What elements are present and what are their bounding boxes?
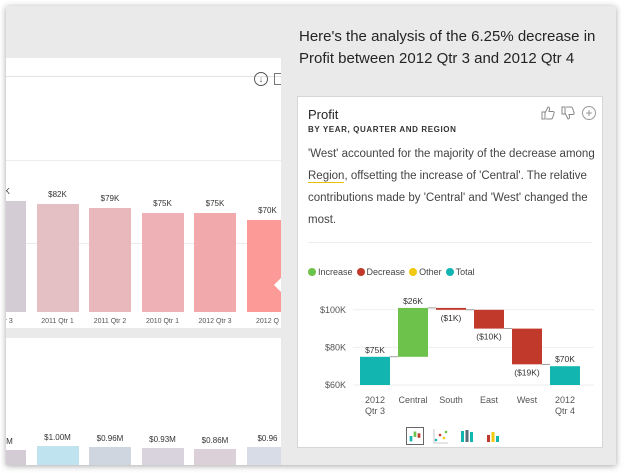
legend-label: Decrease <box>366 267 406 277</box>
data-label: $26K <box>403 296 423 306</box>
column-icon[interactable] <box>458 427 476 445</box>
data-label: 8K <box>6 187 10 197</box>
data-label: $79K <box>100 193 120 203</box>
data-label: ($1K) <box>441 313 462 323</box>
legend-dot <box>409 268 418 276</box>
category-label: Qtr 3 <box>6 318 13 325</box>
column-bar[interactable] <box>246 446 281 465</box>
column-bar[interactable] <box>6 449 26 465</box>
data-label: $0.86M <box>201 436 229 446</box>
legend-item-total[interactable]: Total <box>445 267 475 277</box>
data-label: 84M <box>6 436 13 446</box>
data-label: $75K <box>365 345 385 355</box>
waterfall-bar <box>550 366 580 385</box>
category-label: 2011 Qtr 1 <box>41 318 74 325</box>
visual-header: ↓ <box>6 58 281 98</box>
bar-icon[interactable] <box>484 427 502 445</box>
chart-legend: Increase Decrease Other Total <box>308 267 479 277</box>
y-tick-label: $60K <box>325 380 346 390</box>
y-tick-label: $100K <box>320 305 346 315</box>
legend-dot <box>445 268 454 276</box>
legend-label: Other <box>419 267 442 277</box>
waterfall-bar <box>474 309 504 329</box>
y-tick-label: $80K <box>325 342 346 352</box>
data-label: $75K <box>153 199 172 208</box>
insight-heading: Here's the analysis of the 6.25% decreas… <box>299 28 596 67</box>
category-label: South <box>439 395 463 405</box>
selection-pointer <box>274 276 281 294</box>
category-label: 2012 Q <box>256 318 279 325</box>
profit-column-chart[interactable]: 8K Qtr 3 $82K 2011 Qtr 1 $79K 2011 Qtr 2 $75K 2… <box>6 98 281 328</box>
scatter-icon[interactable] <box>432 427 450 445</box>
data-label: $1.00M <box>44 433 71 442</box>
sales-column-chart[interactable]: 84M $1.00M $0.96M $0.93M $0.86M $0.96 <box>6 338 281 465</box>
column-bar[interactable] <box>36 203 79 312</box>
thumbs-up-icon[interactable] <box>540 105 556 121</box>
visual-type-switcher <box>406 427 506 447</box>
data-label: $70K <box>555 354 575 364</box>
category-label: Qtr 4 <box>555 406 575 416</box>
category-label: 2012 <box>365 395 385 405</box>
column-bar[interactable] <box>141 213 184 312</box>
legend-label: Total <box>455 267 475 277</box>
legend-dot <box>356 268 365 276</box>
card-title: Profit <box>308 107 339 122</box>
category-label: East <box>480 395 499 405</box>
category-label: 2012 Qtr 3 <box>198 318 232 325</box>
waterfall-bar <box>360 356 390 385</box>
region-highlight: Region <box>308 170 345 183</box>
card-divider <box>308 242 592 243</box>
data-label: ($10K) <box>476 332 502 342</box>
column-bar[interactable] <box>89 207 131 312</box>
data-label: ($19K) <box>514 367 540 377</box>
waterfall-bar <box>436 307 466 310</box>
thumbs-down-icon[interactable] <box>560 105 576 121</box>
column-bar[interactable] <box>89 446 131 465</box>
category-label: Qtr 3 <box>365 406 385 416</box>
legend-label: Increase <box>318 267 353 277</box>
data-label: $0.93M <box>149 434 176 444</box>
insight-summary: 'West' accounted for the majority of the… <box>308 143 598 231</box>
data-label: $0.96 <box>257 433 278 443</box>
column-bar[interactable] <box>194 213 236 312</box>
column-bar[interactable] <box>194 449 236 465</box>
category-label: 2011 Qtr 2 <box>93 318 127 325</box>
card-subtitle: BY YEAR, QUARTER AND REGION <box>308 125 457 134</box>
insights-pane: Here's the analysis of the 6.25% decreas… <box>281 6 616 465</box>
legend-item-increase[interactable]: Increase <box>308 267 353 277</box>
app-window: ↓ 8K Qtr 3 $82K 2011 Qtr 1 $79K 2011 Qtr 2 $75… <box>6 6 616 465</box>
data-label: $75K <box>205 199 225 208</box>
column-bar[interactable] <box>246 219 281 312</box>
waterfall-bar <box>512 328 542 365</box>
column-bar[interactable] <box>6 201 26 312</box>
report-canvas: ↓ 8K Qtr 3 $82K 2011 Qtr 1 $79K 2011 Qtr 2 $75… <box>6 6 281 465</box>
more-options-icon[interactable] <box>274 73 281 85</box>
column-bar[interactable] <box>36 446 79 465</box>
data-label: $0.96M <box>96 433 124 443</box>
legend-item-decrease[interactable]: Decrease <box>356 267 406 277</box>
waterfall-bar <box>398 307 428 357</box>
plus-icon[interactable]: + <box>582 106 596 120</box>
summary-text-2: , offsetting the increase of 'Central'. … <box>308 170 588 226</box>
header-divider <box>6 76 281 77</box>
category-label: Central <box>398 395 427 405</box>
gridline <box>6 160 281 161</box>
legend-item-other[interactable]: Other <box>409 267 442 277</box>
insight-card: Profit BY YEAR, QUARTER AND REGION + 'We… <box>297 96 603 448</box>
category-label: 2010 Qtr 1 <box>145 318 180 325</box>
legend-dot <box>308 268 316 276</box>
summary-text-1: 'West' accounted for the majority of the… <box>308 148 595 160</box>
column-bar[interactable] <box>141 447 184 465</box>
download-icon[interactable]: ↓ <box>254 72 268 86</box>
category-label: 2012 <box>555 395 575 405</box>
category-label: West <box>517 395 538 405</box>
data-label: $70K <box>258 205 277 215</box>
data-label: $82K <box>48 189 67 199</box>
waterfall-icon[interactable] <box>406 427 424 445</box>
